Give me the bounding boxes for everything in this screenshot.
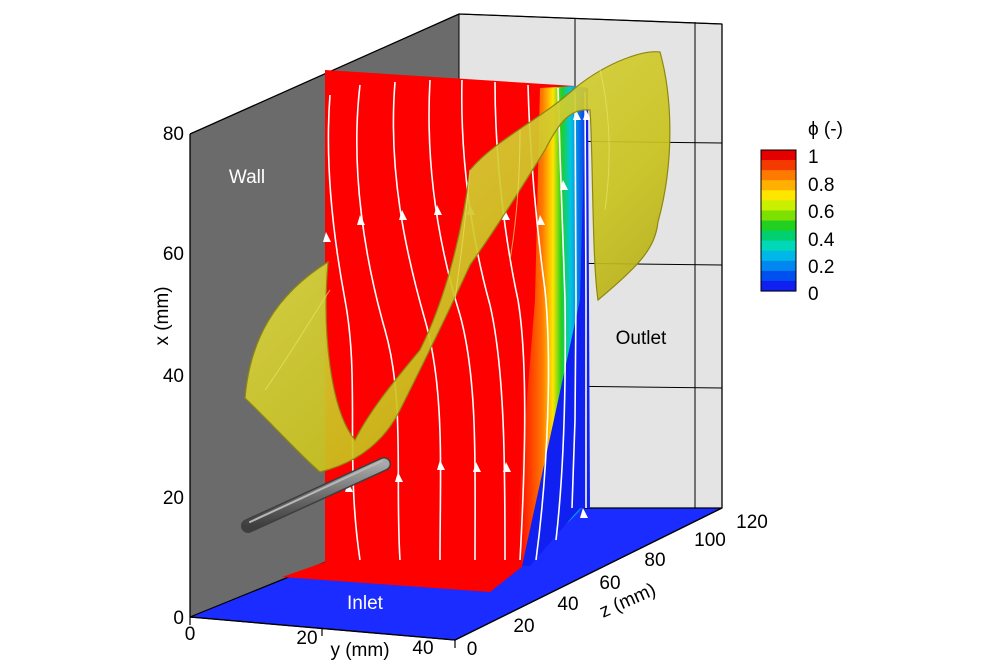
y-axis: 0 20 40 y (mm) [185, 616, 456, 661]
isosurface [244, 51, 671, 473]
z-tick-60: 60 [599, 573, 620, 594]
outlet-label: Outlet [616, 328, 667, 349]
x-axis-label: x (mm) [152, 286, 173, 345]
x-tick-40: 40 [163, 366, 184, 387]
z-tick-40: 40 [557, 594, 578, 615]
colorbar-swatch [761, 150, 796, 161]
z-tick-100: 100 [694, 530, 726, 551]
colorbar-swatch [761, 240, 796, 252]
colorbar-swatch [761, 220, 796, 232]
x-tick-80: 80 [163, 124, 184, 145]
colorbar-title: ϕ (-) [808, 119, 843, 140]
colorbar-tick-0.6: 0.6 [808, 202, 834, 223]
x-tick-0: 0 [173, 608, 184, 629]
injector-cylinder [241, 457, 391, 533]
colorbar-swatch [761, 160, 796, 171]
field-blue-region [522, 88, 590, 566]
z-axis: 0 20 40 60 80 100 120 z (mm) [454, 507, 768, 660]
x-tick-20: 20 [163, 488, 184, 509]
colorbar: ϕ (-) 1 0.8 0.6 0.4 0.2 0 [760, 119, 843, 305]
y-tick-20: 20 [296, 628, 317, 649]
colorbar-swatch [761, 180, 796, 191]
colorbar-swatch [761, 250, 796, 262]
wall-label: Wall [229, 167, 265, 188]
colorbar-tick-0.4: 0.4 [808, 230, 835, 251]
colorbar-swatch [761, 200, 796, 212]
inlet-label: Inlet [347, 593, 384, 614]
x-tick-60: 60 [163, 244, 184, 265]
colorbar-border [760, 149, 797, 292]
y-tick-40: 40 [412, 638, 433, 659]
colorbar-swatch [761, 260, 796, 272]
colorbar-swatch [761, 270, 796, 282]
colorbar-tick-0.8: 0.8 [808, 175, 834, 196]
inlet-red-strip [282, 562, 528, 592]
colorbar-swatch [761, 230, 796, 242]
colorbar-tick-1: 1 [808, 147, 819, 168]
colorbar-swatch [761, 280, 796, 292]
colorbar-swatch [761, 210, 796, 222]
box-frame [189, 13, 723, 617]
z-tick-0: 0 [467, 639, 478, 660]
colorbar-tick-0.2: 0.2 [808, 257, 834, 278]
z-tick-80: 80 [644, 550, 665, 571]
colorbar-swatch [761, 190, 796, 201]
colorbar-tick-0: 0 [808, 284, 819, 305]
z-tick-20: 20 [513, 616, 534, 637]
x-axis: 0 20 40 60 80 x (mm) [152, 124, 184, 629]
colorbar-swatch [761, 170, 796, 181]
y-tick-0: 0 [185, 624, 196, 645]
y-axis-label: y (mm) [330, 640, 389, 661]
z-tick-120: 120 [736, 512, 768, 533]
streamline-arrows [323, 110, 591, 518]
colorbar-swatches [761, 150, 796, 292]
